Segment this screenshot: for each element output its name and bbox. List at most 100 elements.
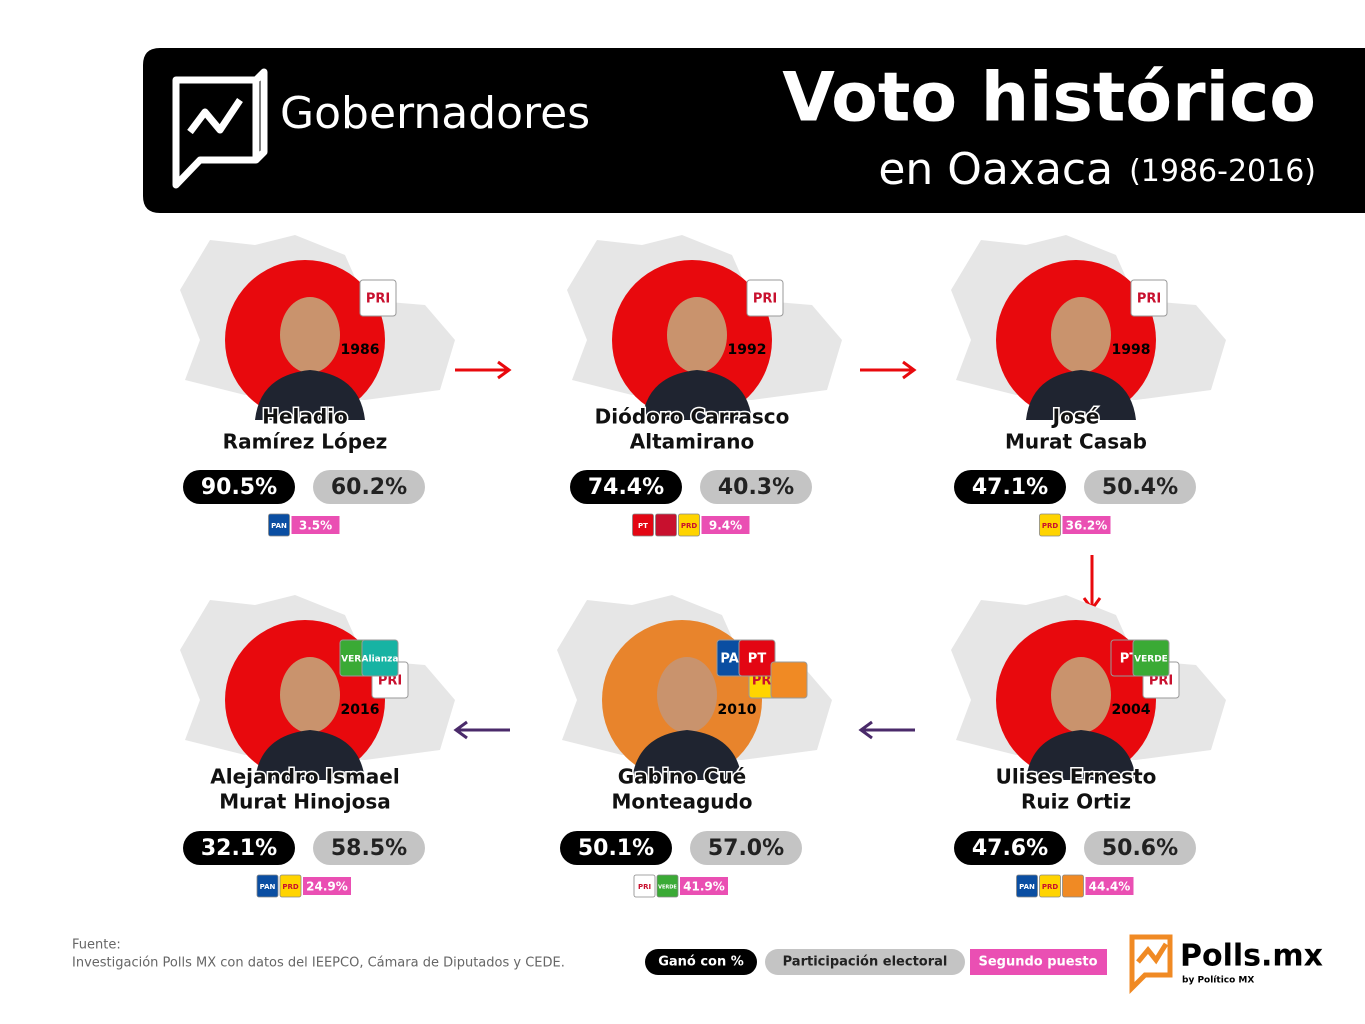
winner-pill (570, 470, 682, 504)
arrow (455, 360, 512, 380)
portrait-body (1026, 730, 1136, 780)
period: (1986-2016) (1129, 154, 1316, 189)
winner-pct: 74.4% (588, 475, 664, 500)
winner-pill (183, 470, 295, 504)
second-pct: 24.9% (306, 880, 348, 894)
party-logo (1130, 279, 1168, 317)
party-label: PRI (1149, 674, 1173, 689)
legend-second (970, 949, 1107, 975)
second-party-logo (633, 874, 656, 898)
portrait-body (632, 730, 742, 780)
second-party-logo (656, 874, 679, 898)
second-party-label: PAN (260, 883, 276, 891)
second-party-label: PRI (638, 883, 651, 891)
legend-turnout-text: Participación electoral (783, 955, 948, 970)
party-logo (361, 639, 399, 677)
second-pill (1062, 516, 1111, 534)
brand-name: Polls.mx (1180, 939, 1323, 974)
legend-turnout (765, 949, 965, 975)
header-subtitle: en Oaxaca (1986-2016) (878, 144, 1316, 195)
party-label: PRI (753, 292, 777, 307)
second-party-label: PAN (1019, 883, 1035, 891)
second-party-logo (1062, 874, 1084, 898)
year: 2016 (341, 702, 380, 718)
party-logo (770, 661, 808, 699)
governor-name: Ramírez López (223, 430, 388, 454)
second-pct: 3.5% (299, 519, 332, 533)
turnout-pct: 50.6% (1102, 836, 1178, 861)
turnout-pill (313, 831, 425, 865)
turnout-pill (690, 831, 802, 865)
second-party-logo (1039, 513, 1061, 537)
arrow (1082, 555, 1102, 612)
second-party-logo (655, 513, 677, 537)
second-party-logo (279, 874, 302, 898)
turnout-pct: 58.5% (331, 836, 407, 861)
second-party-logo (1016, 874, 1038, 898)
party-logo (1132, 639, 1170, 677)
portrait-head (667, 297, 727, 373)
year: 2004 (1112, 702, 1151, 718)
winner-pct: 50.1% (578, 836, 654, 861)
governor-name: Ulises Ernesto (996, 765, 1157, 789)
subtitle: en Oaxaca (878, 144, 1113, 195)
year: 1992 (728, 342, 767, 358)
party-logo (359, 279, 397, 317)
second-party-label: PAN (271, 522, 287, 530)
second-party-logo (256, 874, 279, 898)
arrow (858, 720, 915, 740)
portrait-head (280, 297, 340, 373)
header-title: Voto histórico (782, 59, 1316, 138)
party-logo (738, 639, 776, 677)
winner-pill (183, 831, 295, 865)
second-party-label: PT (638, 522, 648, 530)
party-label: Alianza (362, 655, 399, 665)
governor-name: Heladio (262, 405, 348, 429)
party-label: PRI (366, 292, 390, 307)
second-pill (701, 516, 750, 534)
winner-pill (954, 831, 1066, 865)
party-label: PRI (1137, 292, 1161, 307)
arrows (453, 360, 1102, 740)
second-party-label: VERDE (658, 885, 677, 891)
governor-name: Altamirano (630, 430, 754, 454)
portrait-body (255, 370, 365, 420)
winner-pct: 47.6% (972, 836, 1048, 861)
second-party-logo (268, 513, 290, 537)
second-pill (291, 516, 340, 534)
second-pct: 9.4% (709, 519, 742, 533)
second-party-label: PRD (681, 522, 698, 530)
turnout-pill (1084, 470, 1196, 504)
second-pct: 41.9% (683, 880, 725, 894)
second-pill (680, 877, 728, 895)
second-party-label: PRD (1042, 522, 1059, 530)
portrait-body (642, 370, 752, 420)
second-party-label: PRD (282, 883, 299, 891)
governor-name: Murat Casab (1005, 430, 1147, 454)
portrait-head (280, 657, 340, 733)
second-party-logo (678, 513, 700, 537)
header-band (143, 48, 1365, 213)
party-label: VERDE (341, 655, 375, 665)
turnout-pct: 40.3% (718, 475, 794, 500)
winner-pill (560, 831, 672, 865)
second-pct: 36.2% (1066, 519, 1108, 533)
legend-second-text: Segundo puesto (978, 955, 1097, 970)
source-text: Investigación Polls MX con datos del IEE… (72, 956, 565, 971)
governor-name: Murat Hinojosa (219, 790, 391, 814)
winner-pct: 90.5% (201, 475, 277, 500)
portrait-head (1051, 657, 1111, 733)
portrait-body (1026, 370, 1136, 420)
second-pill (1085, 877, 1134, 895)
arrow (453, 720, 510, 740)
turnout-pill (313, 470, 425, 504)
governor-name: José (1051, 405, 1100, 429)
party-label: VERDE (1134, 655, 1168, 665)
second-party-logo (632, 513, 654, 537)
header-icon (172, 68, 268, 189)
